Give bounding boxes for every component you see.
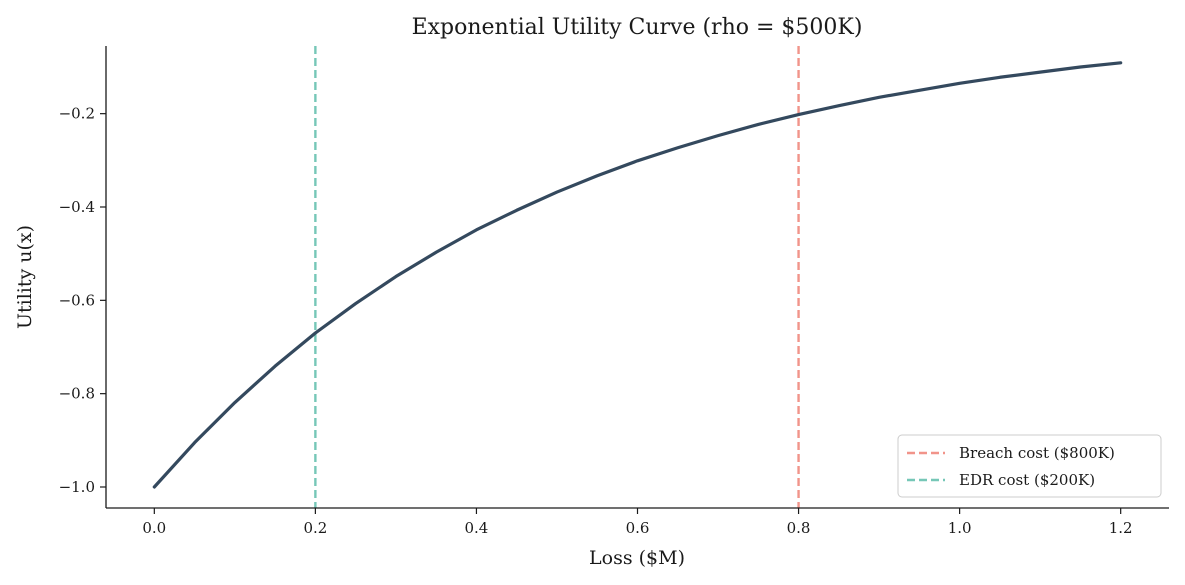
y-tick-label: −0.6 <box>59 291 95 309</box>
x-tick-label: 0.8 <box>787 519 811 537</box>
legend-box <box>897 434 1162 498</box>
utility-curve-line <box>152 61 1123 489</box>
x-axis-ticks: 0.0 0.2 0.4 0.6 0.8 1.0 1.2 <box>142 508 1133 537</box>
x-tick-label: 1.0 <box>948 519 972 537</box>
reference-lines <box>314 46 800 508</box>
legend-entry-label: Breach cost ($800K) <box>959 444 1115 462</box>
series-lines <box>152 61 1123 489</box>
x-tick-label: 1.2 <box>1109 519 1133 537</box>
x-tick-label: 0.4 <box>465 519 489 537</box>
chart-title: Exponential Utility Curve (rho = $500K) <box>412 15 863 40</box>
y-tick-label: −0.8 <box>59 385 95 403</box>
y-axis-ticks: −1.0 −0.8 −0.6 −0.4 −0.2 <box>59 105 106 496</box>
x-tick-label: 0.0 <box>142 519 166 537</box>
x-tick-label: 0.6 <box>626 519 650 537</box>
y-tick-label: −0.2 <box>59 105 95 123</box>
x-axis-label: Loss ($M) <box>589 547 685 569</box>
y-axis-label: Utility u(x) <box>14 225 36 329</box>
y-tick-label: −0.4 <box>59 198 95 216</box>
legend-entry-label: EDR cost ($200K) <box>959 471 1095 489</box>
legend: Breach cost ($800K) EDR cost ($200K) <box>897 434 1162 498</box>
y-tick-label: −1.0 <box>59 478 95 496</box>
x-tick-label: 0.2 <box>303 519 327 537</box>
